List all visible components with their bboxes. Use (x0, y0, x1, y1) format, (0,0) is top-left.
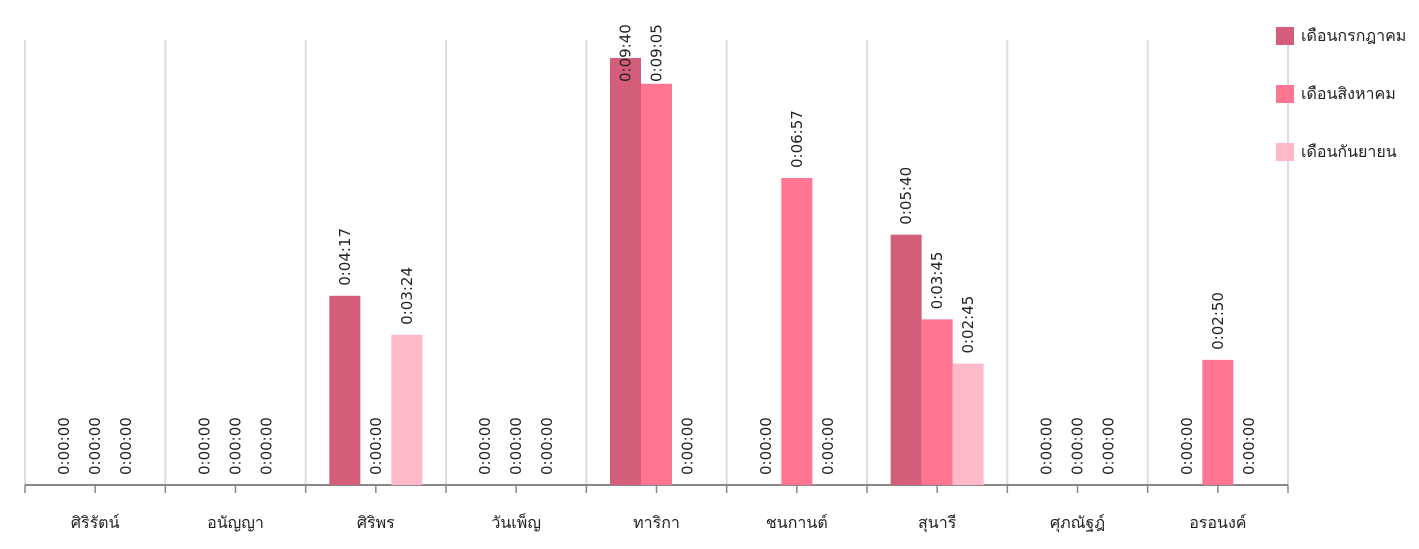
legend-label: เดือนสิงหาคม (1301, 84, 1396, 103)
data-label: 0:00:00 (86, 417, 104, 475)
data-label: 0:00:00 (538, 417, 556, 475)
x-tick-label: อรอนงค์ (1189, 513, 1246, 532)
x-tick-label: สุนารี (918, 513, 957, 533)
data-label: 0:00:00 (679, 417, 697, 475)
data-label: 0:00:00 (507, 417, 525, 475)
x-tick-label: ศิริรัตน์ (71, 513, 120, 532)
data-label: 0:00:00 (117, 417, 135, 475)
data-label: 0:00:00 (757, 417, 775, 475)
data-label: 0:00:00 (476, 417, 494, 475)
bar (952, 363, 984, 485)
data-label: 0:00:00 (258, 417, 276, 475)
data-label: 0:00:00 (367, 417, 385, 475)
bar (781, 178, 813, 486)
x-tick-label: ทาริกา (633, 513, 680, 532)
data-label: 0:04:17 (336, 228, 354, 286)
legend-swatch (1276, 85, 1294, 103)
data-label: 0:03:24 (398, 267, 416, 325)
bar (1202, 359, 1234, 485)
bar (921, 319, 953, 485)
data-label: 0:05:40 (897, 167, 915, 225)
legend-swatch (1276, 27, 1294, 45)
data-label: 0:00:00 (227, 417, 245, 475)
data-label: 0:09:05 (648, 24, 666, 82)
legend-swatch (1276, 143, 1294, 161)
bar (890, 234, 922, 485)
data-label: 0:00:00 (1100, 417, 1118, 475)
bar (329, 295, 361, 485)
data-label: 0:02:45 (959, 296, 977, 354)
x-tick-label: ชนกานต์ (766, 513, 828, 532)
data-label: 0:09:40 (617, 24, 635, 82)
bar (610, 58, 641, 485)
bar (641, 83, 672, 485)
x-tick-label: วันเพ็ญ (491, 512, 541, 532)
data-label: 0:00:00 (819, 417, 837, 475)
legend-label: เดือนกันยายน (1301, 142, 1397, 161)
x-tick-label: ศิริพร (357, 513, 395, 532)
bar (391, 334, 423, 485)
data-label: 0:00:00 (55, 417, 73, 475)
x-tick-label: อนัญญา (207, 513, 264, 532)
data-label: 0:00:00 (1178, 417, 1196, 475)
data-label: 0:00:00 (196, 417, 214, 475)
data-label: 0:03:45 (928, 252, 946, 310)
legend-label: เดือนกรกฎาคม (1301, 26, 1406, 45)
x-tick-label: ศุภณัฐฎ์ (1050, 513, 1105, 533)
data-label: 0:02:50 (1209, 292, 1227, 350)
data-label: 0:00:00 (1240, 417, 1258, 475)
data-label: 0:00:00 (1038, 417, 1056, 475)
data-label: 0:00:00 (1069, 417, 1087, 475)
data-label: 0:06:57 (788, 110, 806, 168)
